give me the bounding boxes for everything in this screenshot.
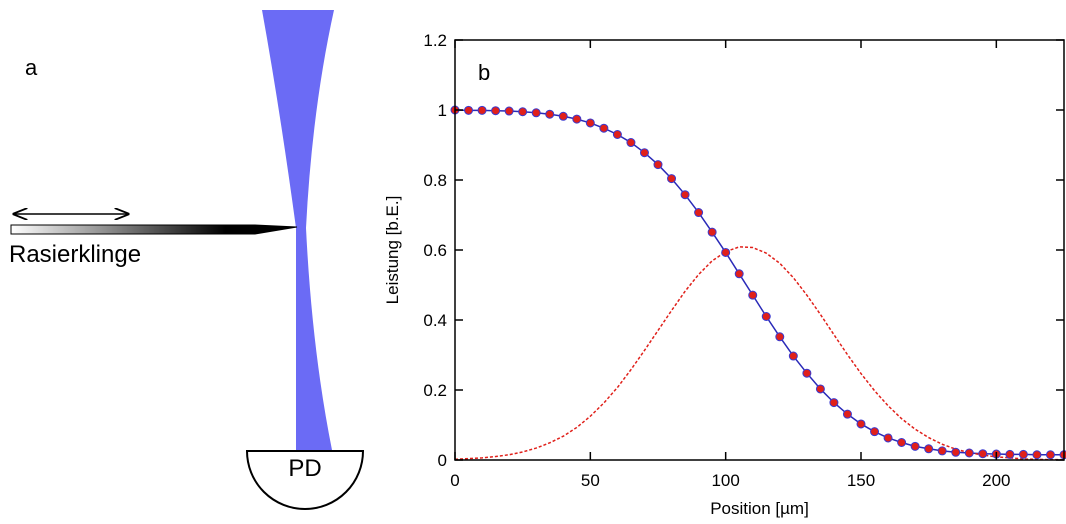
y-axis-label: Leistung [b.E.] (383, 196, 402, 305)
detector-label: PD (288, 455, 321, 482)
data-point (802, 368, 812, 378)
photodiode (245, 450, 365, 510)
data-point (1045, 450, 1055, 460)
data-point (761, 312, 771, 321)
data-point (1018, 449, 1028, 459)
x-tick-label: 100 (711, 471, 739, 490)
data-point (856, 419, 866, 429)
data-point (951, 447, 961, 457)
data-point (1059, 450, 1066, 460)
data-point (734, 269, 744, 279)
data-point (937, 446, 947, 456)
data-point (653, 160, 663, 170)
data-point (910, 441, 920, 451)
panel-label: a (25, 55, 38, 80)
data-point (883, 433, 893, 443)
data-point (680, 190, 690, 200)
data-point (707, 227, 717, 237)
data-point (504, 106, 514, 116)
data-point (870, 427, 880, 437)
x-tick-label: 200 (982, 471, 1010, 490)
data-point (694, 208, 704, 218)
data-point (531, 108, 541, 118)
data-point (1005, 449, 1015, 459)
data-point (477, 105, 487, 115)
y-tick-label: 0.8 (423, 171, 447, 190)
data-point (518, 107, 528, 117)
data-point (639, 148, 649, 158)
data-point (491, 106, 501, 116)
data-point (626, 138, 636, 148)
y-tick-label: 0.6 (423, 241, 447, 260)
data-point (897, 438, 907, 447)
data-point (721, 247, 731, 257)
data-point (612, 130, 622, 139)
x-tick-label: 50 (581, 471, 600, 490)
y-tick-label: 0 (438, 451, 447, 470)
beam-upper (262, 10, 334, 228)
data-point (775, 332, 785, 342)
data-point (464, 105, 474, 115)
y-tick-label: 0.4 (423, 311, 447, 330)
panel-a: a Rasierklinge PD (9, 10, 365, 510)
y-tick-label: 1.2 (423, 31, 447, 50)
data-point (572, 114, 582, 124)
plot-frame (454, 39, 1065, 461)
data-point (558, 111, 568, 121)
data-point (599, 123, 609, 133)
data-point (748, 290, 758, 300)
y-tick-label: 1 (438, 101, 447, 120)
data-point (842, 409, 852, 419)
data-point (815, 384, 825, 394)
fit-curve (454, 109, 1064, 456)
data-point (924, 444, 934, 454)
razor-blade (10, 224, 298, 235)
beam-lower (296, 228, 332, 450)
y-tick-label: 0.2 (423, 381, 447, 400)
x-tick-label: 0 (450, 471, 459, 490)
data-point (1032, 450, 1042, 460)
data-point (978, 449, 988, 459)
data-point (545, 109, 555, 119)
data-point (964, 448, 974, 458)
derivative-curve (454, 246, 1064, 461)
panel-b: 0 50 100 150 200 0 0.2 0.4 0.6 0.8 1 1.2 b Position [… (383, 31, 1066, 518)
data-point (788, 351, 798, 361)
panel-label: b (478, 60, 490, 85)
blade-label: Rasierklinge (9, 241, 141, 268)
x-axis-label: Position [µm] (710, 499, 809, 518)
data-point (585, 118, 595, 128)
data-point (667, 174, 677, 184)
data-point (829, 398, 839, 408)
x-tick-label: 150 (847, 471, 875, 490)
